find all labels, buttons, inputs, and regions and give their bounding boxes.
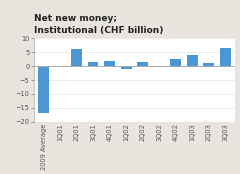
Bar: [220, 48, 231, 66]
Bar: [154, 66, 165, 67]
Text: Net new money;
Institutional (CHF billion): Net new money; Institutional (CHF billio…: [34, 14, 163, 35]
Bar: [88, 62, 98, 66]
Bar: [170, 59, 181, 66]
Bar: [137, 62, 148, 66]
Bar: [187, 55, 198, 66]
Bar: [104, 61, 115, 66]
Bar: [38, 66, 49, 113]
Bar: [203, 63, 214, 66]
Bar: [121, 66, 132, 69]
Bar: [71, 49, 82, 66]
